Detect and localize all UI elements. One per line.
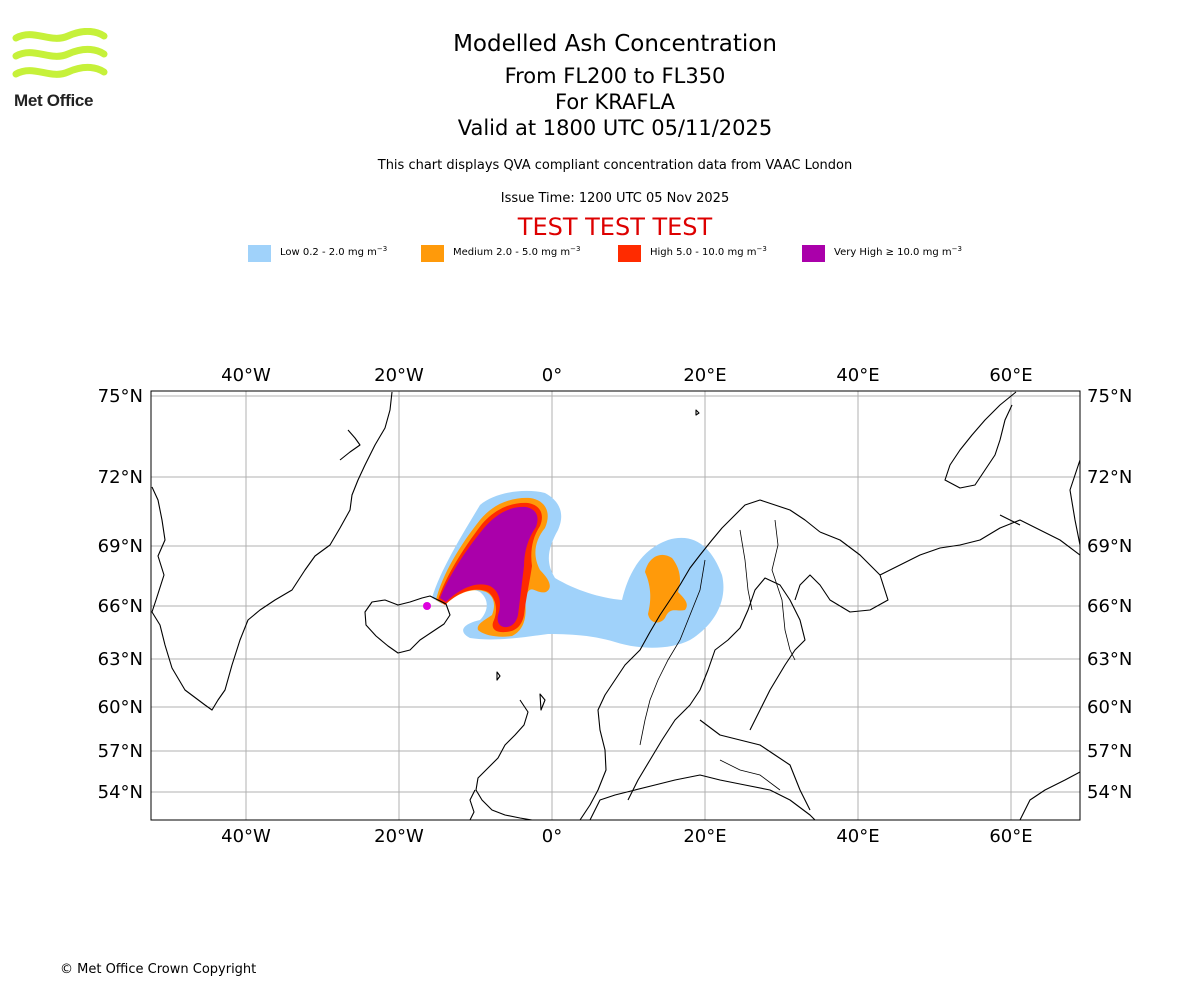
lat-label-left-57n: 57°N bbox=[98, 741, 143, 762]
lat-label-right-66n: 66°N bbox=[1087, 596, 1132, 617]
coast-russia-east bbox=[1069, 459, 1080, 546]
lon-label-top-20e: 20°E bbox=[683, 365, 726, 386]
lat-label-left-69n: 69°N bbox=[98, 536, 143, 557]
lon-label-bottom-60e: 60°E bbox=[989, 826, 1032, 847]
ash-very-high-layer bbox=[423, 506, 538, 628]
lon-label-top-0: 0° bbox=[542, 365, 562, 386]
lat-label-left-60n: 60°N bbox=[98, 697, 143, 718]
lon-label-top-20w: 20°W bbox=[374, 365, 424, 386]
coast-novaya-zemlya bbox=[944, 391, 1017, 489]
volcano-name: For KRAFLA bbox=[555, 90, 675, 114]
legend-label-medium: Medium 2.0 - 5.0 mg m−3 bbox=[453, 245, 581, 258]
country-borders bbox=[639, 519, 796, 791]
lat-label-left-66n: 66°N bbox=[98, 596, 143, 617]
lat-label-right-60n: 60°N bbox=[1087, 697, 1132, 718]
legend-swatch-low bbox=[248, 245, 271, 262]
coast-greenland bbox=[151, 391, 393, 711]
met-office-logo bbox=[12, 28, 108, 78]
lon-label-bottom-40w: 40°W bbox=[221, 826, 271, 847]
coast-kola bbox=[794, 531, 889, 613]
map-frame bbox=[150, 390, 1081, 821]
coast-greenland-east-islands bbox=[339, 429, 361, 461]
coast-europe-south bbox=[589, 774, 816, 820]
coast-svalbard-outer bbox=[695, 409, 700, 416]
coast-ural bbox=[1019, 771, 1080, 820]
lat-label-right-72n: 72°N bbox=[1087, 467, 1132, 488]
lat-label-right-54n: 54°N bbox=[1087, 782, 1132, 803]
border-baltics bbox=[719, 759, 781, 791]
chart-title: Modelled Ash Concentration bbox=[453, 31, 777, 57]
border-sweden-finland bbox=[739, 529, 753, 611]
lat-label-right-75n: 75°N bbox=[1087, 386, 1132, 407]
lat-label-right-69n: 69°N bbox=[1087, 536, 1132, 557]
coast-norway bbox=[579, 499, 821, 820]
legend-swatch-very-high bbox=[802, 245, 825, 262]
coast-shetland bbox=[539, 693, 546, 711]
volcano-marker bbox=[423, 602, 431, 610]
flight-level-range: From FL200 to FL350 bbox=[504, 64, 726, 88]
lat-label-right-63n: 63°N bbox=[1087, 649, 1132, 670]
lon-label-top-40e: 40°E bbox=[836, 365, 879, 386]
legend-swatch-medium bbox=[421, 245, 444, 262]
lon-label-bottom-40e: 40°E bbox=[836, 826, 879, 847]
coast-novaya-zemlya-south bbox=[999, 514, 1021, 526]
lon-label-top-40w: 40°W bbox=[221, 365, 271, 386]
border-finland-russia bbox=[771, 519, 796, 661]
copyright-notice: © Met Office Crown Copyright bbox=[60, 962, 257, 977]
lat-label-left-72n: 72°N bbox=[98, 467, 143, 488]
issue-time: Issue Time: 1200 UTC 05 Nov 2025 bbox=[500, 191, 730, 206]
valid-time: Valid at 1800 UTC 05/11/2025 bbox=[457, 116, 773, 140]
lat-labels-left: 75°N 72°N 69°N 66°N 63°N 60°N 57°N 54°N bbox=[98, 386, 143, 803]
coastlines bbox=[151, 391, 1080, 820]
border-norway-sweden bbox=[639, 559, 706, 746]
lat-label-left-54n: 54°N bbox=[98, 782, 143, 803]
coast-russia-north bbox=[879, 519, 1080, 576]
coast-baltic-states bbox=[699, 719, 811, 811]
lon-label-bottom-20w: 20°W bbox=[374, 826, 424, 847]
legend-swatch-high bbox=[618, 245, 641, 262]
lat-labels-right: 75°N 72°N 69°N 66°N 63°N 60°N 57°N 54°N bbox=[1087, 386, 1132, 803]
lat-label-left-75n: 75°N bbox=[98, 386, 143, 407]
legend-label-high: High 5.0 - 10.0 mg m−3 bbox=[650, 245, 767, 258]
concentration-legend: Low 0.2 - 2.0 mg m−3 Medium 2.0 - 5.0 mg… bbox=[0, 244, 1200, 264]
coast-ireland bbox=[469, 789, 476, 820]
lat-label-right-57n: 57°N bbox=[1087, 741, 1132, 762]
lat-label-left-63n: 63°N bbox=[98, 649, 143, 670]
lon-label-top-60e: 60°E bbox=[989, 365, 1032, 386]
met-office-logo-text: Met Office bbox=[14, 91, 94, 110]
lon-labels-top: 40°W 20°W 0° 20°E 40°E 60°E bbox=[221, 365, 1032, 386]
lon-labels-bottom: 40°W 20°W 0° 20°E 40°E 60°E bbox=[221, 826, 1032, 847]
coast-sweden-finland bbox=[627, 577, 806, 801]
lon-label-bottom-20e: 20°E bbox=[683, 826, 726, 847]
lon-label-bottom-0: 0° bbox=[542, 826, 562, 847]
coast-iceland bbox=[364, 595, 451, 654]
coast-faroes bbox=[496, 671, 501, 681]
legend-label-very-high: Very High ≥ 10.0 mg m−3 bbox=[834, 245, 962, 258]
legend-label-low: Low 0.2 - 2.0 mg m−3 bbox=[280, 245, 388, 258]
chart-description: This chart displays QVA compliant concen… bbox=[377, 158, 853, 173]
coast-scotland bbox=[475, 699, 533, 820]
test-banner: TEST TEST TEST bbox=[517, 213, 713, 241]
